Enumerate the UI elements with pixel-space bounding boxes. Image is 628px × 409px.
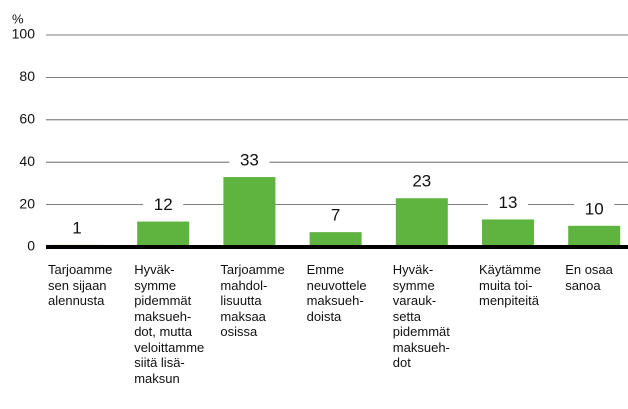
value-label: 10 [585,199,604,218]
value-label-background [143,195,184,216]
x-tick-label: Käytämme muita toi- menpiteitä [479,262,542,308]
value-label-background [401,172,442,193]
bar [137,221,190,247]
y-tick-label: 0 [27,238,35,254]
x-tick-label: Tarjoamme mahdol- lisuutta maksaa osissa [220,262,285,339]
x-tick-label: Hyväk- symme pidemmät maksueh- dot, mutt… [134,262,205,386]
y-tick-label: 60 [19,111,35,127]
value-label: 33 [240,151,259,170]
y-tick-label: 40 [19,153,35,169]
x-tick-label: Hyväk- symme varauk- setta pidemmät maks… [392,262,450,370]
bar [482,219,534,247]
value-label-background [574,199,615,220]
bar [395,198,448,247]
x-tick-label: En osaa sanoa [565,262,613,293]
y-tick-label: 80 [19,68,35,84]
bar [223,177,276,247]
value-label: 13 [499,193,518,212]
y-tick-label: 20 [19,195,35,211]
value-label: 1 [72,218,81,237]
value-label: 7 [331,206,340,225]
value-label-background [315,206,356,227]
bar [568,225,621,247]
bar [309,232,362,247]
value-label-background [229,151,270,172]
x-tick-label: Tarjoamme sen sijaan alennusta [48,262,113,308]
value-label-background [57,218,97,239]
value-label: 23 [412,172,431,191]
value-label-background [488,193,528,214]
x-tick-label: Emme neuvottele maksueh- doista [306,262,367,324]
y-tick-label: 100 [12,26,36,42]
y-axis-label: % [12,11,24,26]
value-label: 12 [154,195,173,214]
